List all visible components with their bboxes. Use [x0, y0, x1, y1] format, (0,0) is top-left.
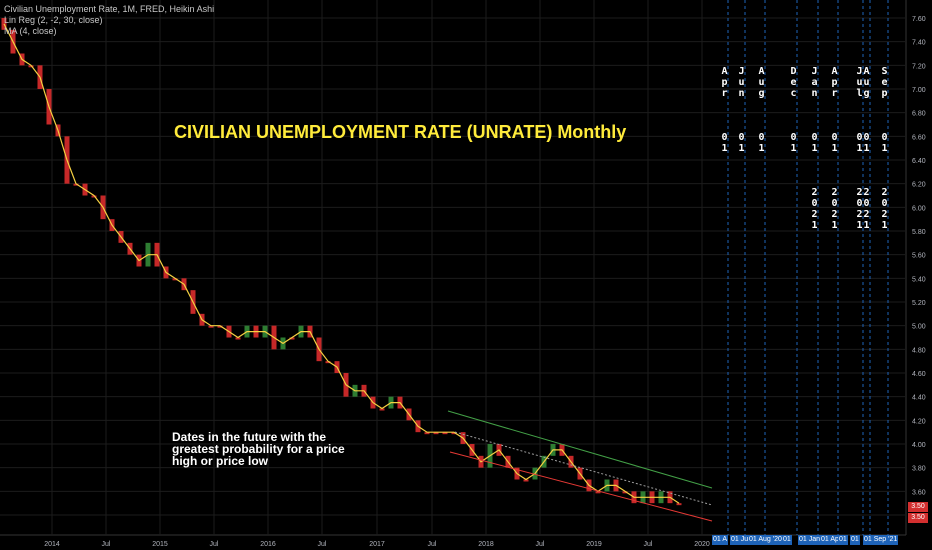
x-tick-label: Jul — [102, 541, 111, 548]
date-box: 01 Jan — [798, 535, 822, 545]
y-tick-label: 4.00 — [912, 442, 926, 449]
y-tick-label: 7.20 — [912, 63, 926, 70]
candle — [451, 432, 457, 435]
x-tick-label: 2014 — [44, 541, 60, 548]
candle — [73, 183, 79, 186]
y-tick-label: 4.60 — [912, 371, 926, 378]
candle — [622, 491, 628, 494]
future-date-label: A p r 0 1 — [721, 66, 728, 154]
y-tick-label: 3.80 — [912, 466, 926, 473]
ma-line — [3, 23, 680, 504]
candle — [289, 337, 295, 340]
candle — [442, 432, 448, 435]
y-tick-label: 6.80 — [912, 111, 926, 118]
chart-title: CIVILIAN UNEMPLOYMENT RATE (UNRATE) Mont… — [174, 122, 627, 142]
date-box: 01 — [782, 535, 792, 545]
candle — [325, 361, 331, 364]
candle — [217, 325, 223, 328]
y-tick-label: 6.60 — [912, 134, 926, 141]
x-tick-label: 2020 — [694, 541, 710, 548]
x-tick-label: Jul — [644, 541, 653, 548]
y-tick-label: 4.40 — [912, 395, 926, 402]
y-tick-label: 5.00 — [912, 324, 926, 331]
linreg-mid — [454, 431, 713, 506]
future-date-label: J a n 0 1 2 0 2 1 — [811, 66, 818, 231]
x-tick-label: Jul — [536, 541, 545, 548]
y-tick-label: 5.80 — [912, 229, 926, 236]
candle — [595, 491, 601, 494]
y-tick-label: 6.00 — [912, 205, 926, 212]
date-box: 01 A — [712, 535, 729, 545]
date-box: 01 Sep '21 — [863, 535, 899, 545]
linreg-upper — [447, 410, 713, 489]
x-tick-label: 2018 — [478, 541, 494, 548]
y-tick-label: 7.60 — [912, 16, 926, 23]
candle — [28, 65, 34, 68]
y-tick-label: 4.20 — [912, 418, 926, 425]
annotation-note: Dates in the future with the greatest pr… — [172, 430, 345, 468]
future-date-label: J u l 0 1 2 0 2 1 — [856, 66, 863, 231]
y-tick-label: 4.80 — [912, 347, 926, 354]
x-tick-label: 2019 — [586, 541, 602, 548]
candle — [235, 337, 241, 340]
candle — [676, 503, 682, 506]
x-tick-label: Jul — [210, 541, 219, 548]
future-date-label: S e p 0 1 2 0 2 1 — [881, 66, 888, 231]
candle — [172, 278, 178, 281]
y-tick-label: 7.40 — [912, 40, 926, 47]
price-box: 3.50 — [908, 502, 928, 512]
date-box: 01 Apr — [820, 535, 843, 545]
future-date-label: A p r 0 1 2 0 2 1 — [831, 66, 838, 231]
candle — [91, 195, 97, 198]
y-tick-label: 5.40 — [912, 276, 926, 283]
candle — [379, 408, 385, 411]
date-box: 01 Ju — [730, 535, 750, 545]
candle — [523, 479, 529, 482]
candle — [208, 325, 214, 328]
x-tick-label: 2017 — [369, 541, 385, 548]
candle — [433, 432, 439, 435]
date-box: 01 Aug '20 — [748, 535, 783, 545]
x-tick-label: Jul — [318, 541, 327, 548]
y-tick-label: 7.00 — [912, 87, 926, 94]
legend-linreg: Lin Reg (2, -2, 30, close) — [4, 15, 103, 25]
future-date-label: D e c 0 1 — [790, 66, 797, 154]
price-box: 3.50 — [908, 513, 928, 523]
legend-symbol: Civilian Unemployment Rate, 1M, FRED, He… — [4, 4, 215, 14]
y-tick-label: 5.60 — [912, 253, 926, 260]
x-tick-label: Jul — [428, 541, 437, 548]
legend-ma: MA (4, close) — [4, 26, 57, 36]
future-date-label: A u g 0 1 2 0 2 1 — [863, 66, 870, 231]
date-box: 01 — [850, 535, 860, 545]
y-tick-label: 6.40 — [912, 158, 926, 165]
y-tick-label: 6.20 — [912, 182, 926, 189]
date-box: 01 — [838, 535, 848, 545]
y-tick-label: 5.20 — [912, 300, 926, 307]
future-date-label: J u n 0 1 — [738, 66, 745, 154]
future-date-label: A u g 0 1 — [758, 66, 765, 154]
x-tick-label: 2016 — [260, 541, 276, 548]
y-tick-label: 3.60 — [912, 489, 926, 496]
candle — [424, 432, 430, 435]
x-tick-label: 2015 — [152, 541, 168, 548]
linreg-lower — [449, 451, 713, 522]
